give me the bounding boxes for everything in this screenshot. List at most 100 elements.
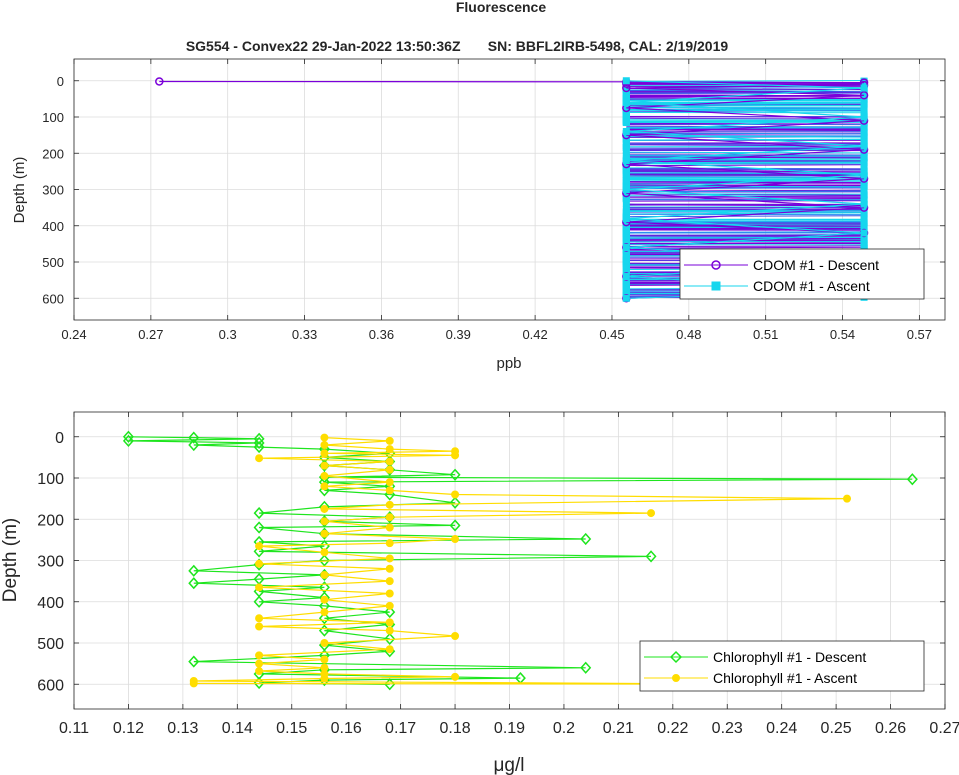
data-point [449, 519, 461, 532]
x-tick-label: 0.33 [292, 327, 317, 342]
legend-chlorophyll-ascent: Chlorophyll #1 - Ascent [713, 670, 857, 686]
data-point [320, 529, 329, 538]
cdom-fill-line [626, 97, 865, 100]
cdom-fill-marker [622, 282, 630, 290]
x-tick-label: 0.27 [929, 720, 959, 737]
y-tick-label: 300 [42, 183, 64, 198]
cdom-fill-marker [622, 170, 630, 178]
x-tick-label: 0.27 [138, 327, 163, 342]
data-point [255, 667, 264, 676]
data-point [385, 486, 394, 495]
data-point [385, 436, 394, 445]
data-point [320, 441, 329, 449]
x-tick-label: 0.11 [59, 720, 89, 737]
cdom-fill-line [626, 172, 865, 175]
data-point [253, 521, 265, 534]
plot1-ticks: 0.24 0.27 0.3 0.33 0.36 0.39 0.42 0.45 0.48 0.51 0… [42, 59, 945, 342]
data-point [906, 473, 918, 486]
data-point [859, 91, 869, 100]
cdom-fill-marker [860, 187, 868, 195]
data-point [385, 618, 394, 627]
cdom-fill-line [626, 102, 865, 105]
data-point [385, 645, 394, 654]
cdom-fill-marker [860, 100, 868, 108]
data-point [255, 454, 264, 463]
y-tick-label: 400 [37, 595, 64, 612]
y-tick-label: 500 [37, 636, 64, 653]
data-point [255, 559, 264, 568]
data-point [253, 440, 265, 454]
series-line-1 [193, 437, 848, 685]
cdom-fill-line [626, 126, 865, 128]
data-point [253, 506, 265, 520]
data-point [449, 496, 461, 509]
data-point [645, 550, 657, 563]
cdom-fill-line [626, 144, 865, 147]
plot2-ylabel: Depth (m) [0, 518, 21, 602]
data-point [385, 513, 394, 522]
plot1-ylabel: Depth (m) [11, 157, 28, 224]
data-point [451, 672, 460, 681]
cdom-fill-line [626, 231, 865, 233]
chlorophyll-plot: 0.11 0.12 0.13 0.14 0.15 0.16 0.17 0.18 0.19 0.2 0… [0, 411, 959, 775]
data-point [385, 626, 394, 635]
data-point [451, 447, 460, 456]
data-point [385, 554, 394, 563]
figure-title: Fluorescence [456, 0, 546, 15]
data-point [253, 545, 265, 558]
data-point [622, 128, 630, 135]
x-tick-label: 0.51 [753, 327, 778, 342]
data-point [320, 433, 329, 442]
data-point [580, 532, 592, 546]
cdom-fill-line [626, 151, 865, 154]
data-point [451, 535, 460, 544]
data-point [385, 564, 394, 573]
plot2-legend-box [639, 640, 925, 692]
cdom-fill-line [626, 115, 865, 118]
data-point [320, 608, 329, 617]
data-point [188, 431, 200, 444]
cdom-fill-line [626, 79, 865, 82]
cdom-fill-line [626, 138, 865, 141]
data-point [622, 273, 630, 280]
x-tick-label: 0.12 [113, 720, 144, 737]
data-point [622, 244, 630, 251]
cdom-fill-line [626, 211, 865, 213]
plot1-xlabel: ppb [496, 355, 521, 372]
data-point [188, 438, 200, 452]
cdom-plot: 0.24 0.27 0.3 0.33 0.36 0.39 0.42 0.45 0.48 0.51 0… [11, 58, 946, 372]
x-tick-label: 0.22 [657, 720, 688, 737]
data-point [622, 77, 630, 85]
data-point [253, 595, 265, 608]
y-tick-label: 0 [57, 74, 64, 89]
x-tick-label: 0.3 [219, 327, 237, 342]
cdom-fill-line [626, 238, 865, 241]
data-point [449, 468, 461, 481]
y-tick-label: 500 [42, 255, 64, 270]
data-point [320, 655, 329, 664]
cdom-fill-marker [622, 208, 630, 216]
legend-cdom-ascent: CDOM #1 - Ascent [753, 278, 870, 294]
data-point [860, 229, 868, 237]
data-point [255, 651, 264, 660]
x-tick-label: 0.24 [61, 327, 86, 342]
data-point [189, 676, 198, 685]
plot1-title: SG554 - Convex22 29-Jan-2022 13:50:36Z S… [186, 38, 729, 54]
data-point [860, 171, 868, 179]
cdom-fill-line [626, 187, 865, 190]
cdom-fill-line [626, 164, 865, 167]
cdom-fill-line [626, 236, 865, 239]
data-point [255, 583, 264, 592]
legend-ascent-marker [711, 281, 721, 291]
data-point [622, 186, 630, 193]
data-point [320, 517, 329, 526]
x-tick-label: 0.42 [522, 327, 547, 342]
data-point [320, 461, 329, 470]
data-point [860, 200, 868, 208]
data-point [385, 577, 394, 586]
x-tick-label: 0.39 [446, 327, 471, 342]
x-tick-label: 0.24 [766, 720, 797, 737]
y-tick-label: 200 [42, 146, 64, 161]
data-point [860, 113, 868, 121]
data-point [622, 83, 631, 93]
